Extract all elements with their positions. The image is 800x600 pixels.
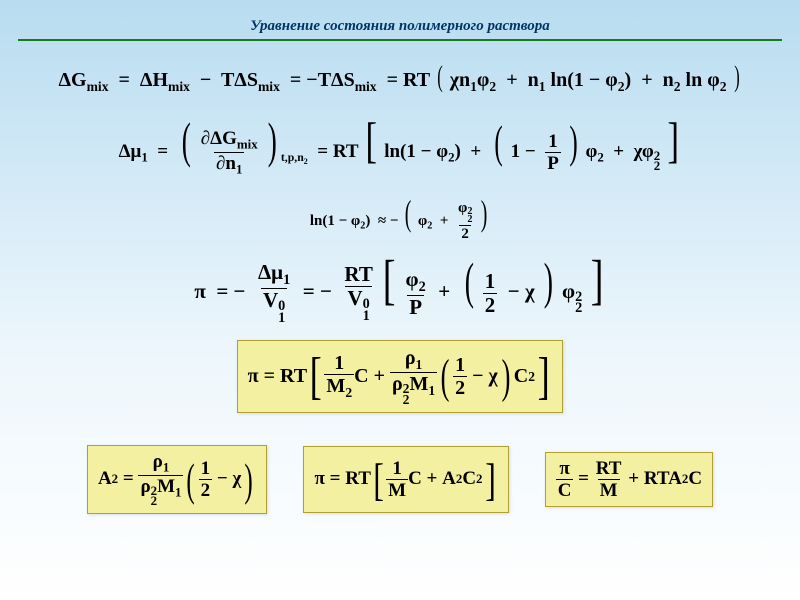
equation-1: ΔGmix = ΔHmix − TΔSmix = −TΔSmix = RT ( … [0, 60, 800, 95]
equation-4: π = − Δμ1 V01 = − RT V01 [ φ2 P + ( 1 2 … [0, 248, 800, 324]
bottom-equation-row: A2 = ρ1 ρ22M1 ( 1 2 − χ ) π = RT [ 1 M C… [0, 445, 800, 514]
equation-2: Δμ1 = ( ∂ΔGmix ∂n1 )t,p,n2 = RT [ ln(1 −… [0, 112, 800, 177]
equation-6: A2 = ρ1 ρ22M1 ( 1 2 − χ ) [87, 445, 268, 514]
equation-8: π C = RT M + RTA2C [545, 452, 713, 507]
page-title: Уравнение состояния полимерного раствора [0, 18, 800, 35]
equation-5: π = RT [ 1 M2 C + ρ1 ρ22M1 ( 1 2 − χ ) C… [0, 340, 800, 413]
equation-7: π = RT [ 1 M C + A2C2 ] [303, 446, 508, 513]
equation-3: ln(1 − φ2) ≈ − ( φ2 + φ22 2 ) [0, 192, 800, 242]
title-rule [18, 39, 782, 41]
